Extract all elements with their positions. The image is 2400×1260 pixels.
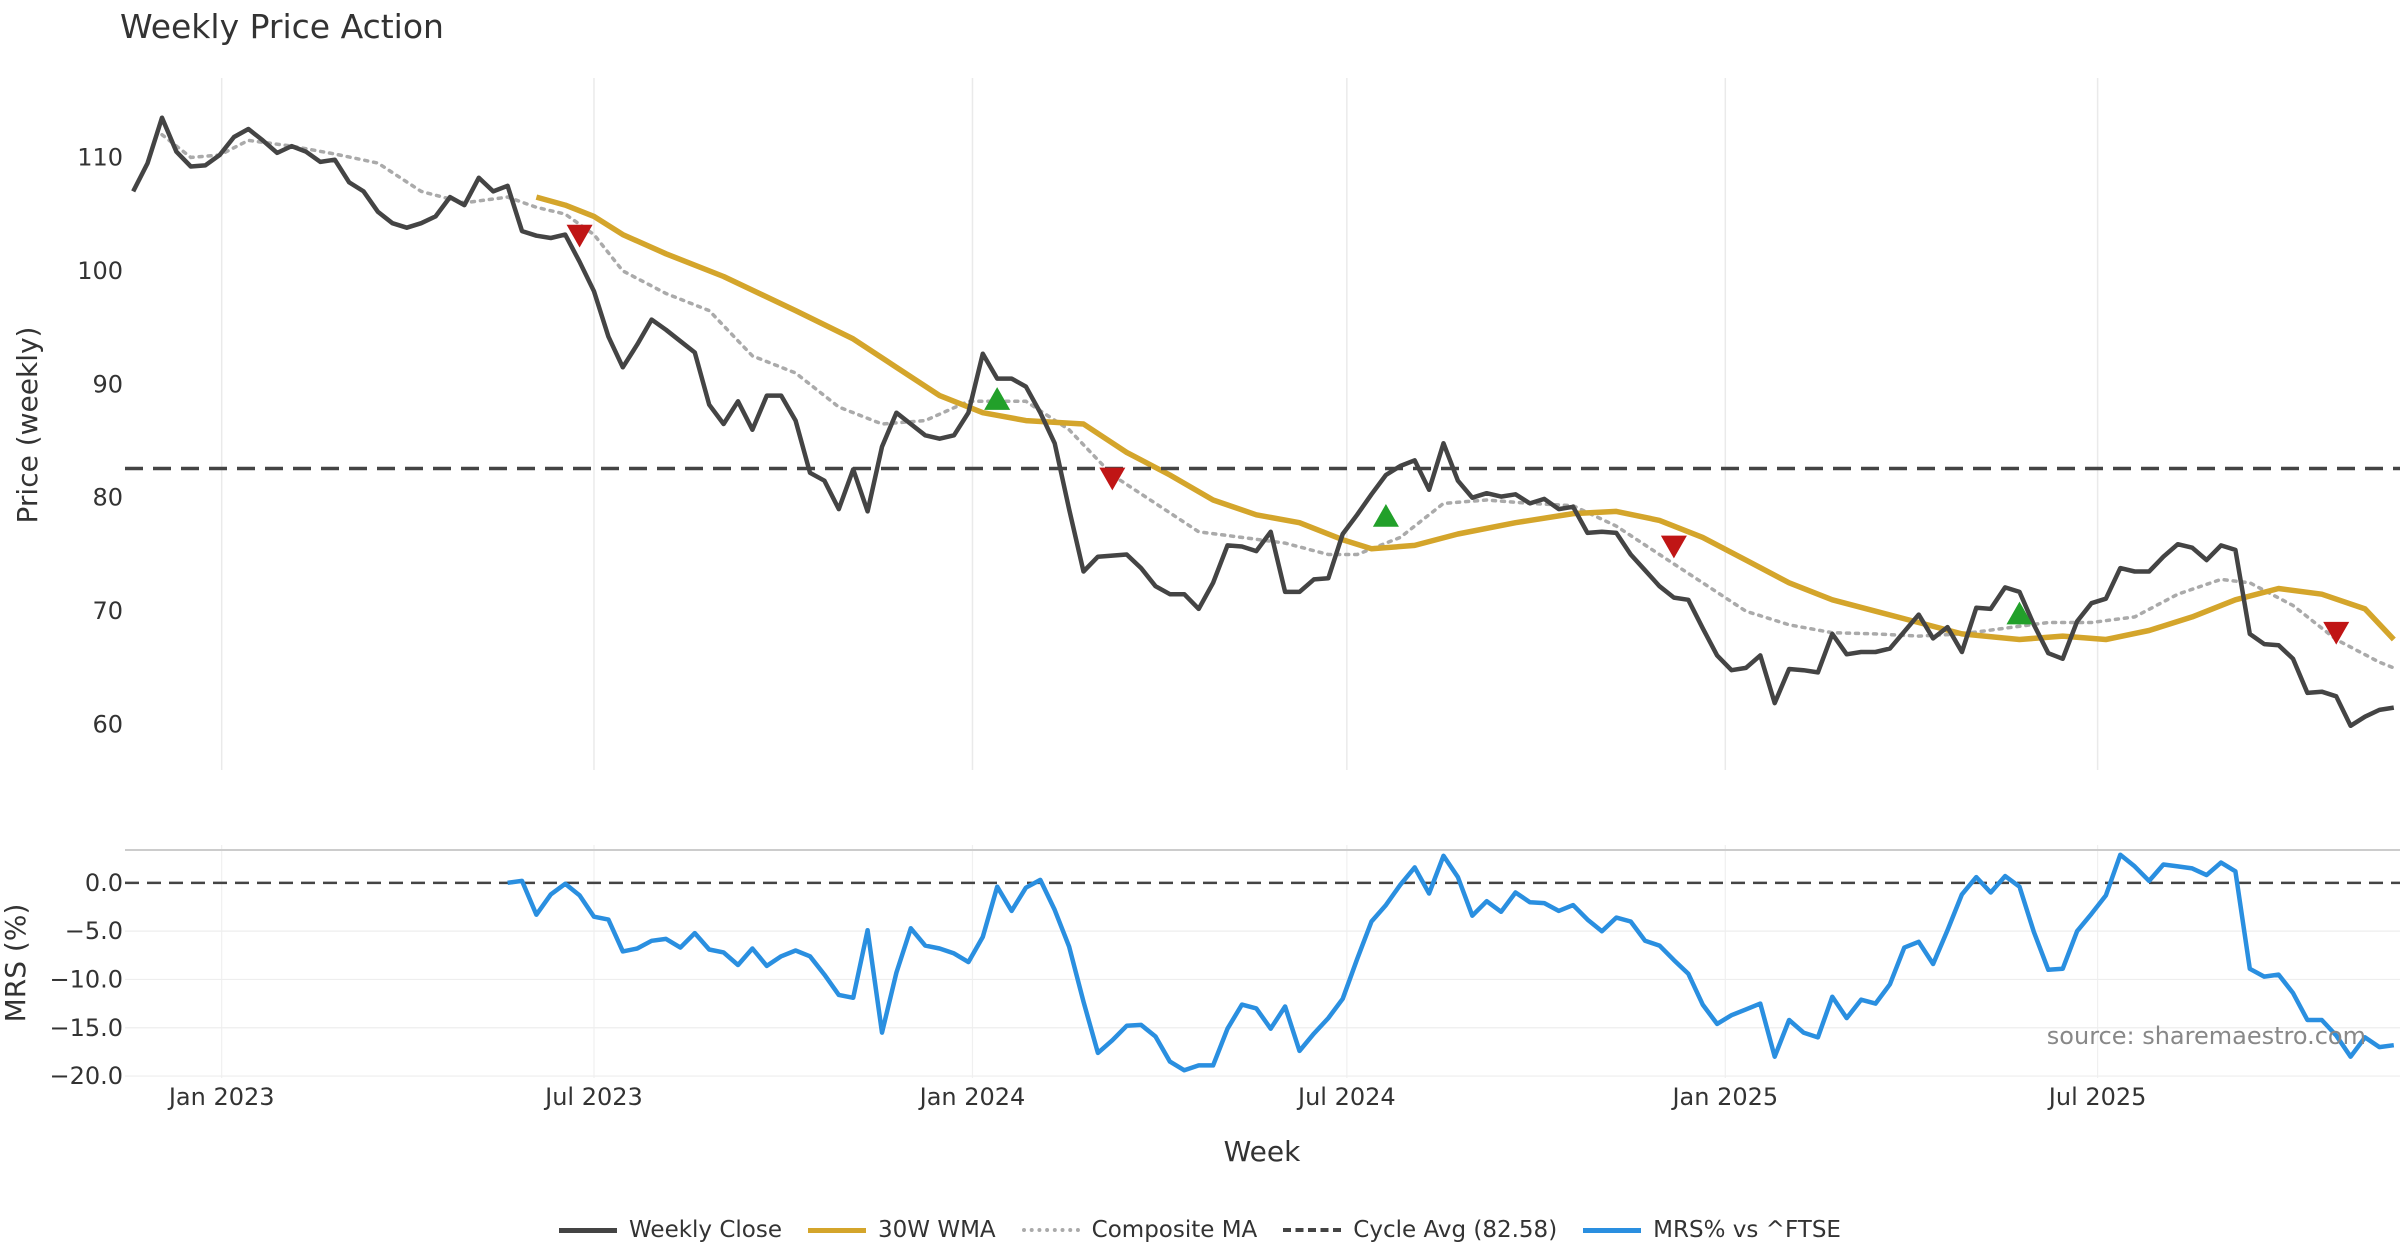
legend-label: 30W WMA (878, 1217, 996, 1243)
x-tick-label: Jul 2024 (1296, 1083, 1396, 1111)
legend-label: MRS% vs ^FTSE (1653, 1217, 1841, 1243)
mrs-y-tick-label: 0.0 (85, 869, 123, 897)
price-y-tick-label: 100 (77, 257, 123, 285)
source-annotation: source: sharemaestro.com (2047, 1022, 2366, 1050)
chart-title: Weekly Price Action (120, 7, 444, 46)
price-y-tick-label: 80 (92, 484, 123, 512)
legend: Weekly Close 30W WMA Composite MA Cycle … (0, 1210, 2400, 1250)
legend-swatch-weekly-close (559, 1227, 618, 1233)
legend-swatch-cycle-avg (1283, 1228, 1342, 1232)
sell-signal-marker (1099, 467, 1126, 491)
x-tick-label: Jan 2025 (1670, 1083, 1778, 1111)
legend-swatch-mrs (1583, 1227, 1642, 1233)
legend-label: Weekly Close (629, 1217, 783, 1243)
legend-swatch-composite-ma (1021, 1228, 1080, 1232)
price-y-tick-label: 110 (77, 143, 123, 171)
mrs-line (507, 852, 2395, 1073)
legend-item-weekly-close[interactable]: Weekly Close (559, 1217, 782, 1243)
legend-item-mrs[interactable]: MRS% vs ^FTSE (1583, 1217, 1841, 1243)
sell-signal-marker (566, 224, 593, 248)
mrs-panel: Jan 2023 Jul 2023 Jan 2024 Jul 2024 Jan 2025… (49, 845, 2400, 1111)
price-y-tick-label: 60 (92, 711, 123, 739)
x-tick-label: Jul 2025 (2047, 1083, 2147, 1111)
legend-item-composite-ma[interactable]: Composite MA (1021, 1217, 1258, 1243)
sell-signal-marker (1660, 535, 1687, 559)
mrs-y-tick-label: −5.0 (65, 917, 123, 945)
price-panel: 60 70 80 90 100 110 (77, 78, 2400, 770)
buy-signal-marker (1372, 504, 1399, 527)
x-tick-label: Jul 2023 (543, 1083, 643, 1111)
price-y-tick-label: 70 (92, 597, 123, 625)
price-y-tick-label: 90 (92, 370, 123, 398)
wma-30w-line (535, 194, 2396, 643)
buy-signal-marker (2006, 601, 2033, 625)
legend-item-cycle-avg[interactable]: Cycle Avg (82.58) (1283, 1217, 1557, 1243)
legend-swatch-30w-wma (808, 1227, 867, 1233)
price-y-axis-label: Price (weekly) (11, 327, 44, 524)
mrs-y-tick-label: −10.0 (49, 965, 123, 993)
x-tick-label: Jan 2023 (167, 1083, 275, 1111)
legend-label: Cycle Avg (82.58) (1353, 1217, 1558, 1243)
legend-item-30w-wma[interactable]: 30W WMA (808, 1217, 996, 1243)
composite-ma-line (160, 132, 2396, 670)
mrs-y-tick-label: −20.0 (49, 1062, 123, 1090)
x-tick-label: Jan 2024 (918, 1083, 1026, 1111)
mrs-y-tick-label: −15.0 (49, 1014, 123, 1042)
buy-signal-marker (984, 387, 1011, 410)
sell-signal-marker (2323, 621, 2350, 645)
legend-label: Composite MA (1091, 1217, 1258, 1243)
weekly-close-line (131, 115, 2395, 729)
x-axis-label: Week (1224, 1135, 1301, 1168)
mrs-y-axis-label: MRS (%) (0, 904, 32, 1023)
